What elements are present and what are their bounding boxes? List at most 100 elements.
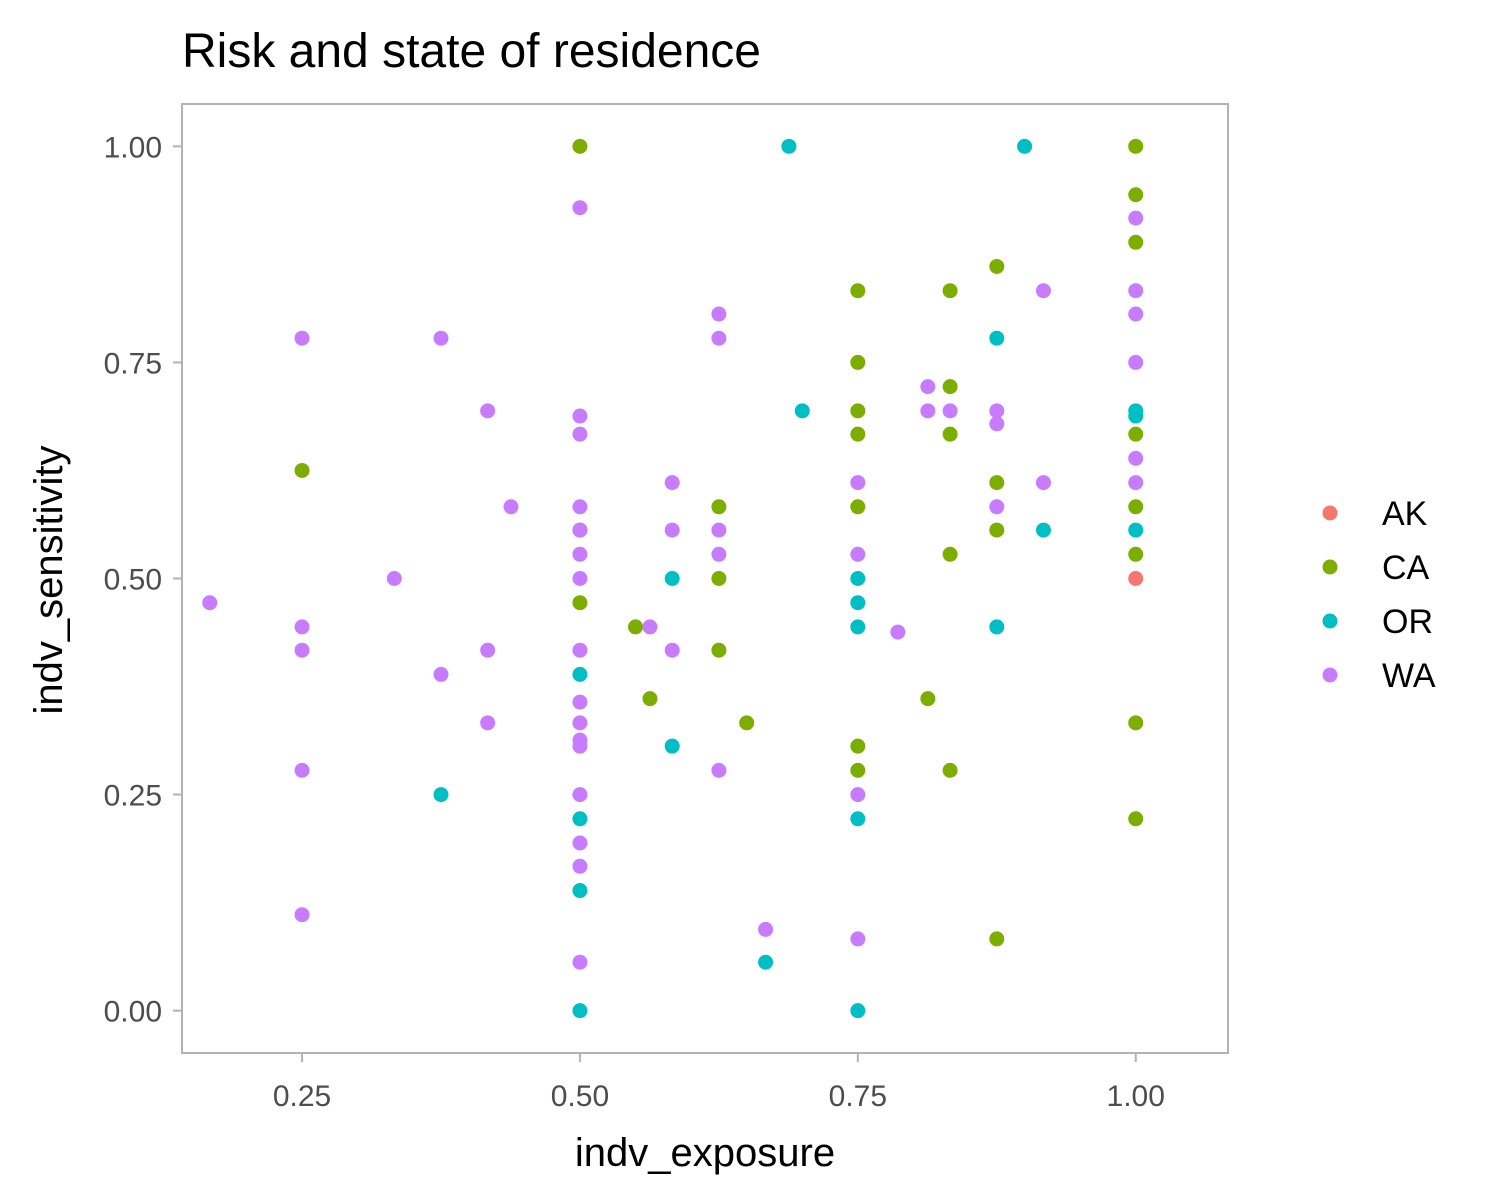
point-wa (989, 403, 1005, 419)
point-wa (386, 571, 402, 586)
point-wa (202, 595, 218, 611)
panel-border (181, 103, 1229, 1054)
point-ca (942, 546, 958, 562)
x-tick-label: 0.50 (551, 1080, 609, 1113)
point-wa (503, 499, 519, 515)
point-ca (850, 762, 866, 778)
point-or (850, 571, 866, 586)
legend-label-wa: WA (1382, 657, 1436, 695)
point-wa (850, 475, 866, 491)
point-or (664, 571, 680, 586)
point-ca (850, 426, 866, 442)
point-wa (294, 330, 310, 346)
legend-label-ca: CA (1382, 549, 1430, 587)
point-wa (572, 522, 588, 538)
point-wa (572, 408, 588, 424)
point-ca (850, 738, 866, 754)
point-ak (1128, 571, 1144, 586)
point-ca (711, 642, 727, 658)
point-wa (711, 762, 727, 778)
point-or (433, 787, 449, 803)
point-wa (1128, 475, 1144, 491)
point-ca (989, 475, 1005, 491)
point-wa (294, 619, 310, 635)
point-ca (942, 762, 958, 778)
point-ca (1128, 715, 1144, 731)
point-ca (642, 691, 658, 707)
point-wa (572, 571, 588, 586)
point-wa (572, 426, 588, 442)
y-axis-title: indv_sensitivity (27, 445, 71, 714)
point-wa (711, 330, 727, 346)
point-ca (1128, 546, 1144, 562)
point-ca (1128, 187, 1144, 203)
point-or (850, 811, 866, 827)
x-tick-label: 0.75 (829, 1080, 887, 1113)
point-or (572, 1003, 588, 1019)
point-wa (920, 379, 936, 395)
point-or (758, 954, 774, 970)
point-wa (294, 907, 310, 923)
point-ca (572, 595, 588, 611)
point-wa (572, 858, 588, 874)
point-wa (1128, 283, 1144, 299)
point-or (1128, 522, 1144, 538)
point-wa (572, 694, 588, 710)
point-wa (572, 546, 588, 562)
point-or (850, 619, 866, 635)
point-ca (850, 354, 866, 370)
point-wa (480, 715, 496, 731)
point-wa (572, 835, 588, 851)
point-or (781, 138, 797, 154)
y-axis: 0.00 0.25 0.50 0.75 1.00 (104, 131, 182, 1029)
point-ca (850, 403, 866, 419)
point-wa (433, 330, 449, 346)
point-ca (1128, 811, 1144, 827)
point-ca (989, 258, 1005, 274)
legend-label-or: OR (1382, 603, 1433, 641)
point-wa (572, 200, 588, 216)
x-axis-title: indv_exposure (575, 1131, 835, 1175)
point-wa (850, 931, 866, 947)
point-or (1035, 522, 1051, 538)
point-or (664, 738, 680, 754)
point-ca (1128, 499, 1144, 515)
x-axis: 0.25 0.50 0.75 1.00 (273, 1053, 1165, 1113)
point-wa (480, 642, 496, 658)
point-wa (572, 642, 588, 658)
point-wa (1035, 283, 1051, 299)
point-ca (920, 691, 936, 707)
point-ca (1128, 426, 1144, 442)
point-wa (711, 522, 727, 538)
y-tick-label: 0.00 (104, 996, 162, 1029)
legend-key-wa (1322, 667, 1338, 683)
point-wa (1035, 475, 1051, 491)
point-or (572, 811, 588, 827)
point-wa (758, 921, 774, 937)
point-wa (664, 642, 680, 658)
point-wa (989, 416, 1005, 432)
point-wa (1128, 354, 1144, 370)
y-tick-label: 0.50 (104, 564, 162, 597)
point-wa (294, 762, 310, 778)
point-ca (850, 283, 866, 299)
y-tick-label: 0.25 (104, 780, 162, 813)
x-tick-label: 1.00 (1107, 1080, 1165, 1113)
point-wa (642, 619, 658, 635)
point-ca (850, 499, 866, 515)
point-wa (850, 546, 866, 562)
point-wa (664, 475, 680, 491)
point-wa (850, 787, 866, 803)
legend-key-ca (1322, 559, 1338, 575)
point-ca (942, 379, 958, 395)
point-wa (1128, 210, 1144, 226)
point-wa (711, 306, 727, 322)
point-wa (711, 546, 727, 562)
point-or (572, 883, 588, 899)
point-wa (1128, 306, 1144, 322)
point-or (794, 403, 810, 419)
point-wa (664, 522, 680, 538)
point-wa (1128, 450, 1144, 466)
point-wa (572, 715, 588, 731)
point-ca (989, 931, 1005, 947)
